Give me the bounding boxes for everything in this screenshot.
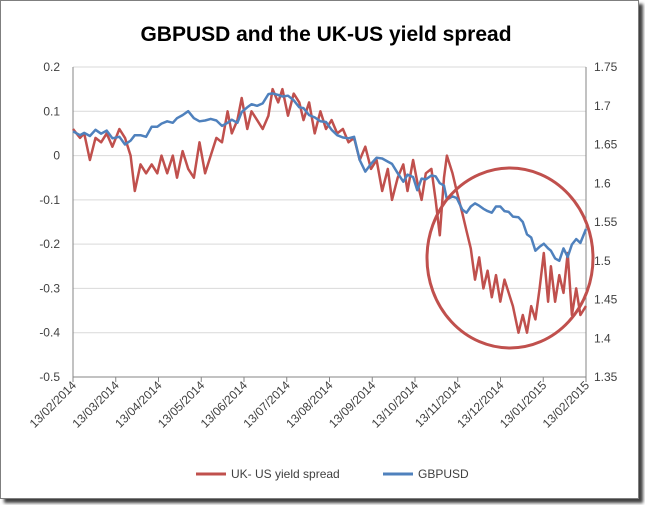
y-left-tick-label: 0.2 — [43, 60, 60, 74]
y-right-tick-label: 1.6 — [594, 176, 611, 190]
y-right-tick-label: 1.4 — [594, 331, 611, 345]
axes — [72, 67, 587, 382]
x-tick-label: 13/02/2015 — [540, 378, 593, 431]
y-left-tick-label: 0.1 — [43, 104, 60, 118]
y-left-tick-label: -0.4 — [39, 326, 60, 340]
chart-frame — [0, 0, 639, 499]
y-left-tick-label: 0 — [53, 149, 60, 163]
y-right-tick-label: 1.75 — [594, 60, 618, 74]
y-right-tick-label: 1.5 — [594, 254, 611, 268]
y-right-tick-label: 1.35 — [594, 370, 618, 384]
highlight-circle — [425, 166, 595, 350]
y-right-tick-label: 1.45 — [594, 293, 618, 307]
grid-lines — [73, 66, 586, 378]
y-left-tick-label: -0.2 — [39, 237, 60, 251]
x-tick-labels: 13/02/201413/03/201413/04/201413/05/2014… — [27, 378, 593, 431]
legend: UK- US yield spread GBPUSD — [196, 467, 469, 481]
y-right-tick-label: 1.65 — [594, 138, 618, 152]
y-right-tick-label: 1.55 — [594, 215, 618, 229]
y-right-tick-labels: 1.75 1.7 1.65 1.6 1.55 1.5 1.45 1.4 1.35 — [594, 60, 618, 384]
y-right-tick-label: 1.7 — [594, 99, 611, 113]
chart-title: GBPUSD and the UK-US yield spread — [140, 23, 511, 46]
y-left-tick-label: -0.5 — [39, 370, 60, 384]
legend-label-0: UK- US yield spread — [231, 467, 340, 481]
y-left-tick-label: -0.3 — [39, 281, 60, 295]
series-lines — [72, 87, 588, 334]
y-left-tick-label: -0.1 — [39, 193, 60, 207]
series-line-0 — [72, 87, 588, 334]
series-line-1 — [72, 92, 588, 263]
legend-label-1: GBPUSD — [418, 467, 469, 481]
y-left-tick-labels: 0.2 0.1 0 -0.1 -0.2 -0.3 -0.4 -0.5 — [39, 60, 60, 384]
